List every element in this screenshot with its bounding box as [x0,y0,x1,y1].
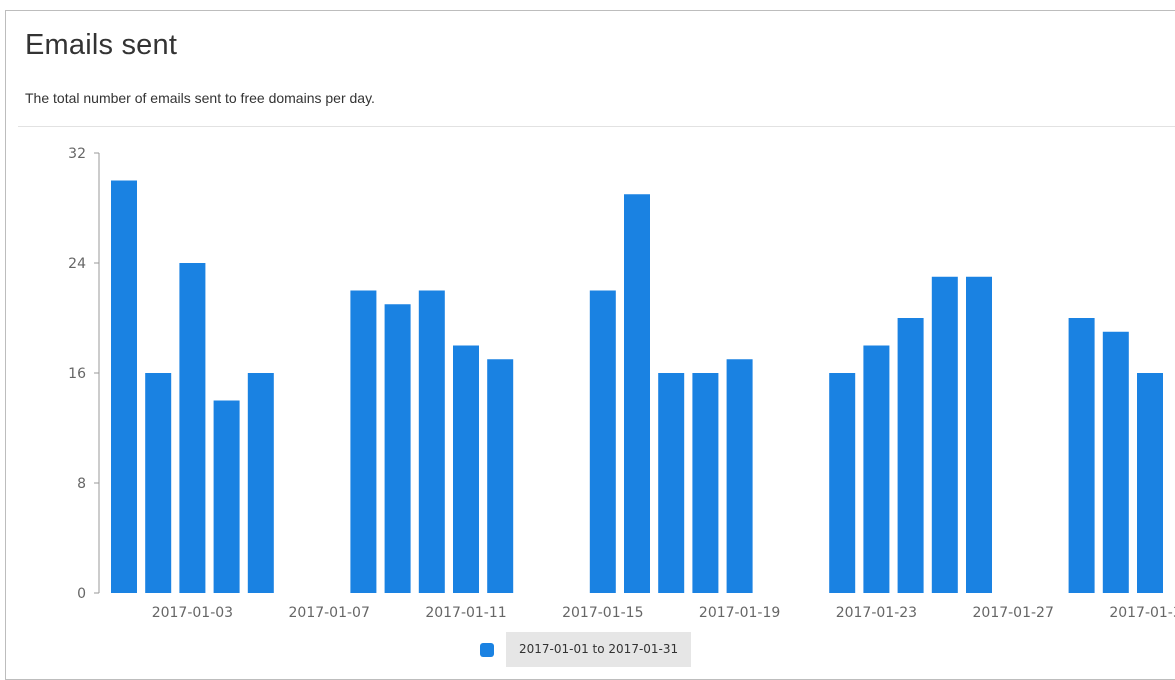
y-tick-label: 0 [77,586,86,602]
legend[interactable]: 2017-01-01 to 2017-01-31 [480,632,692,667]
bar-2017-01-31 [1137,373,1163,593]
bar-2017-01-04 [213,400,240,593]
bar-2017-01-23 [863,345,890,593]
bar-2017-01-25 [931,276,958,593]
x-tick-label: 2017-01-27 [973,605,1054,621]
legend-swatch [480,642,494,657]
bar-2017-01-02 [145,373,172,593]
bar-2017-01-15 [589,290,616,593]
bar-2017-01-08 [350,290,377,593]
chart-title: Emails sent [25,29,178,61]
bar-2017-01-17 [658,373,685,593]
x-tick-label: 2017-01-31 [1109,605,1175,621]
bar-2017-01-26 [966,276,992,593]
x-tick-label: 2017-01-11 [425,605,506,621]
header-divider [18,126,1175,127]
bar-2017-01-30 [1102,331,1129,593]
bar-2017-01-19 [726,359,753,593]
y-tick-label: 8 [77,476,86,492]
bar-2017-01-05 [247,373,274,593]
bar-2017-01-01 [111,180,137,593]
x-tick-label: 2017-01-23 [836,605,917,621]
y-tick-label: 32 [68,146,86,162]
bar-2017-01-12 [487,359,514,593]
bar-2017-01-24 [897,318,924,593]
bar-2017-01-16 [624,194,650,593]
bar-2017-01-03 [179,263,206,593]
x-tick-label: 2017-01-19 [699,605,780,621]
bar-2017-01-29 [1068,318,1095,593]
bar-2017-01-09 [384,304,411,593]
bar-2017-01-11 [453,345,479,593]
bar-2017-01-22 [829,373,856,593]
bar-2017-01-18 [692,373,719,593]
x-tick-label: 2017-01-07 [289,605,370,621]
bar-2017-01-10 [418,290,445,593]
y-tick-label: 24 [68,256,86,272]
chart-subtitle: The total number of emails sent to free … [25,90,375,106]
x-tick-label: 2017-01-15 [562,605,643,621]
x-tick-label: 2017-01-03 [152,605,233,621]
bar-chart: 0 8 16 24 32 2017-01-03 2017-01-07 2017-01-11 20… [68,146,1175,621]
legend-label[interactable]: 2017-01-01 to 2017-01-31 [506,632,692,667]
y-tick-label: 16 [68,366,86,382]
